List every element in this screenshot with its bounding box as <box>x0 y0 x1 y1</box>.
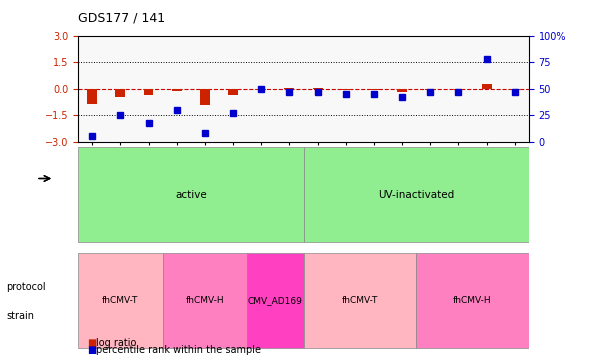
FancyBboxPatch shape <box>304 253 416 348</box>
Bar <box>228 89 238 95</box>
Bar <box>454 89 463 90</box>
Text: UV-inactivated: UV-inactivated <box>378 190 454 200</box>
Text: fhCMV-H: fhCMV-H <box>186 296 224 305</box>
FancyBboxPatch shape <box>78 253 163 348</box>
Bar <box>256 89 266 90</box>
Text: ■: ■ <box>87 338 96 348</box>
FancyBboxPatch shape <box>78 147 304 242</box>
Bar <box>284 88 294 89</box>
Text: fhCMV-T: fhCMV-T <box>341 296 378 305</box>
FancyBboxPatch shape <box>416 253 529 348</box>
Bar <box>369 89 379 90</box>
FancyBboxPatch shape <box>163 253 247 348</box>
FancyBboxPatch shape <box>304 147 529 242</box>
Text: protocol: protocol <box>6 282 46 292</box>
Text: GDS177 / 141: GDS177 / 141 <box>78 12 165 25</box>
Bar <box>397 89 407 92</box>
Bar <box>341 89 351 90</box>
Text: strain: strain <box>6 311 34 321</box>
Bar <box>481 84 492 89</box>
Bar <box>87 89 97 104</box>
Text: active: active <box>175 190 207 200</box>
Bar <box>426 89 435 90</box>
Text: fhCMV-T: fhCMV-T <box>102 296 139 305</box>
Bar <box>313 88 323 89</box>
FancyBboxPatch shape <box>247 253 304 348</box>
Bar <box>144 89 153 95</box>
Bar <box>200 89 210 105</box>
Bar <box>510 89 520 90</box>
Text: log ratio: log ratio <box>96 338 136 348</box>
Text: percentile rank within the sample: percentile rank within the sample <box>96 345 261 355</box>
Text: fhCMV-H: fhCMV-H <box>453 296 492 305</box>
Bar <box>172 89 182 91</box>
Bar <box>115 89 126 97</box>
Text: ■: ■ <box>87 345 96 355</box>
Text: CMV_AD169: CMV_AD169 <box>248 296 303 305</box>
